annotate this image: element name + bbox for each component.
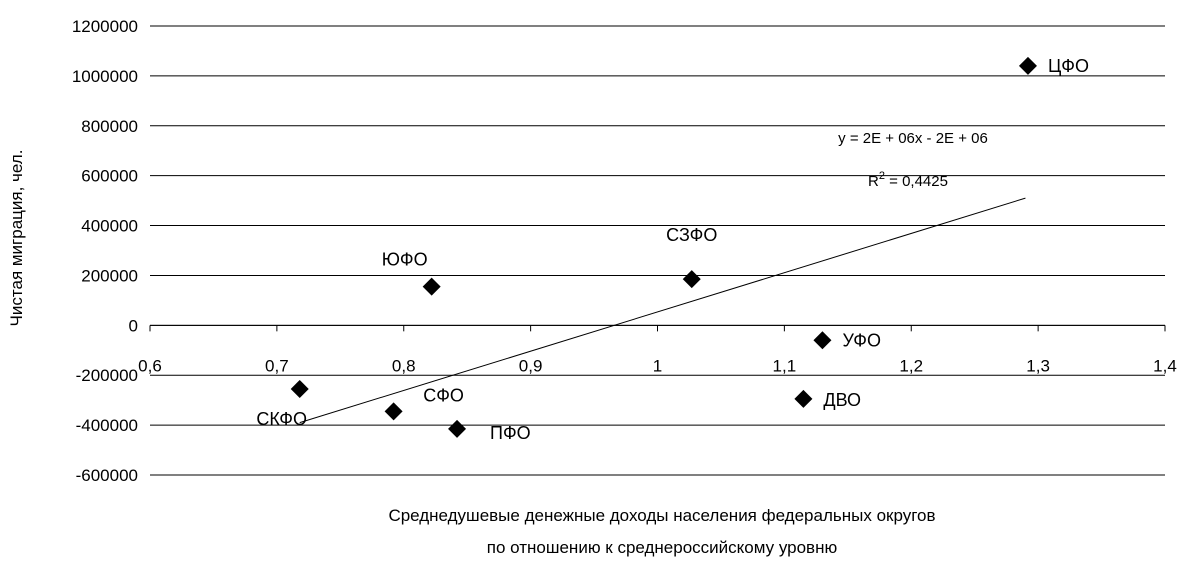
data-point-marker [290, 379, 309, 398]
y-tick-label: 400000 [81, 217, 138, 236]
data-point-marker [422, 277, 441, 296]
r2-superscript: 2 [879, 170, 885, 182]
data-point-marker [813, 331, 832, 350]
y-tick-label: 1200000 [72, 17, 138, 36]
x-tick-label: 0,6 [138, 356, 162, 375]
y-tick-label: -200000 [76, 366, 138, 385]
data-point-label: ПФО [490, 423, 531, 443]
data-point-label: ДВО [823, 390, 861, 410]
data-point-marker [682, 270, 701, 289]
y-tick-label: -600000 [76, 466, 138, 485]
x-tick-label: 0,9 [519, 356, 543, 375]
y-tick-label: 800000 [81, 117, 138, 136]
y-tick-labels: 1200000 1000000 800000 600000 400000 200000 0 -… [72, 17, 138, 485]
x-tick-label: 1,3 [1026, 356, 1050, 375]
data-point-label: СКФО [256, 409, 307, 429]
y-tick-label: -400000 [76, 416, 138, 435]
x-tick-label: 1 [653, 356, 662, 375]
y-tick-label: 200000 [81, 266, 138, 285]
x-axis: 0,6 0,7 0,8 0,9 1 1,1 1,2 1,3 1,4 [138, 324, 1177, 375]
y-tick-label: 0 [129, 316, 138, 335]
data-point-label: УФО [842, 330, 881, 350]
data-point-marker [1018, 56, 1037, 75]
x-axis-title-line-1: Среднедушевые денежные доходы населения … [388, 506, 935, 525]
r2-value: = 0,4425 [885, 173, 948, 190]
y-tick-label: 600000 [81, 167, 138, 186]
x-tick-label: 0,7 [265, 356, 289, 375]
data-point-marker [384, 402, 403, 421]
x-axis-title-line-2: по отношению к среднероссийскому уровню [487, 538, 838, 557]
trendline [299, 197, 1026, 424]
y-tick-label: 1000000 [72, 67, 138, 86]
y-axis-title: Чистая миграция, чел. [7, 150, 26, 327]
data-point-label: СЗФО [666, 225, 717, 245]
trendline-r-squared: R2 = 0,4425 [868, 170, 948, 190]
data-point-label: ЮФО [382, 250, 428, 270]
x-tick-label: 1,4 [1153, 356, 1177, 375]
trendline-equation: y = 2E + 06x - 2E + 06 [838, 130, 988, 147]
trendline-group [299, 197, 1026, 424]
x-tick-label: 1,2 [899, 356, 923, 375]
r2-prefix: R [868, 173, 879, 190]
x-tick-label: 1,1 [773, 356, 797, 375]
data-point-marker [794, 389, 813, 408]
grid-lines [150, 25, 1165, 476]
data-point-label: СФО [423, 385, 464, 405]
data-point-marker [448, 419, 467, 438]
data-points: ЦФО СЗФО ЮФО УФО СКФО ДВО СФО ПФО [256, 56, 1089, 443]
data-point-label: ЦФО [1048, 56, 1089, 76]
x-tick-label: 0,8 [392, 356, 416, 375]
